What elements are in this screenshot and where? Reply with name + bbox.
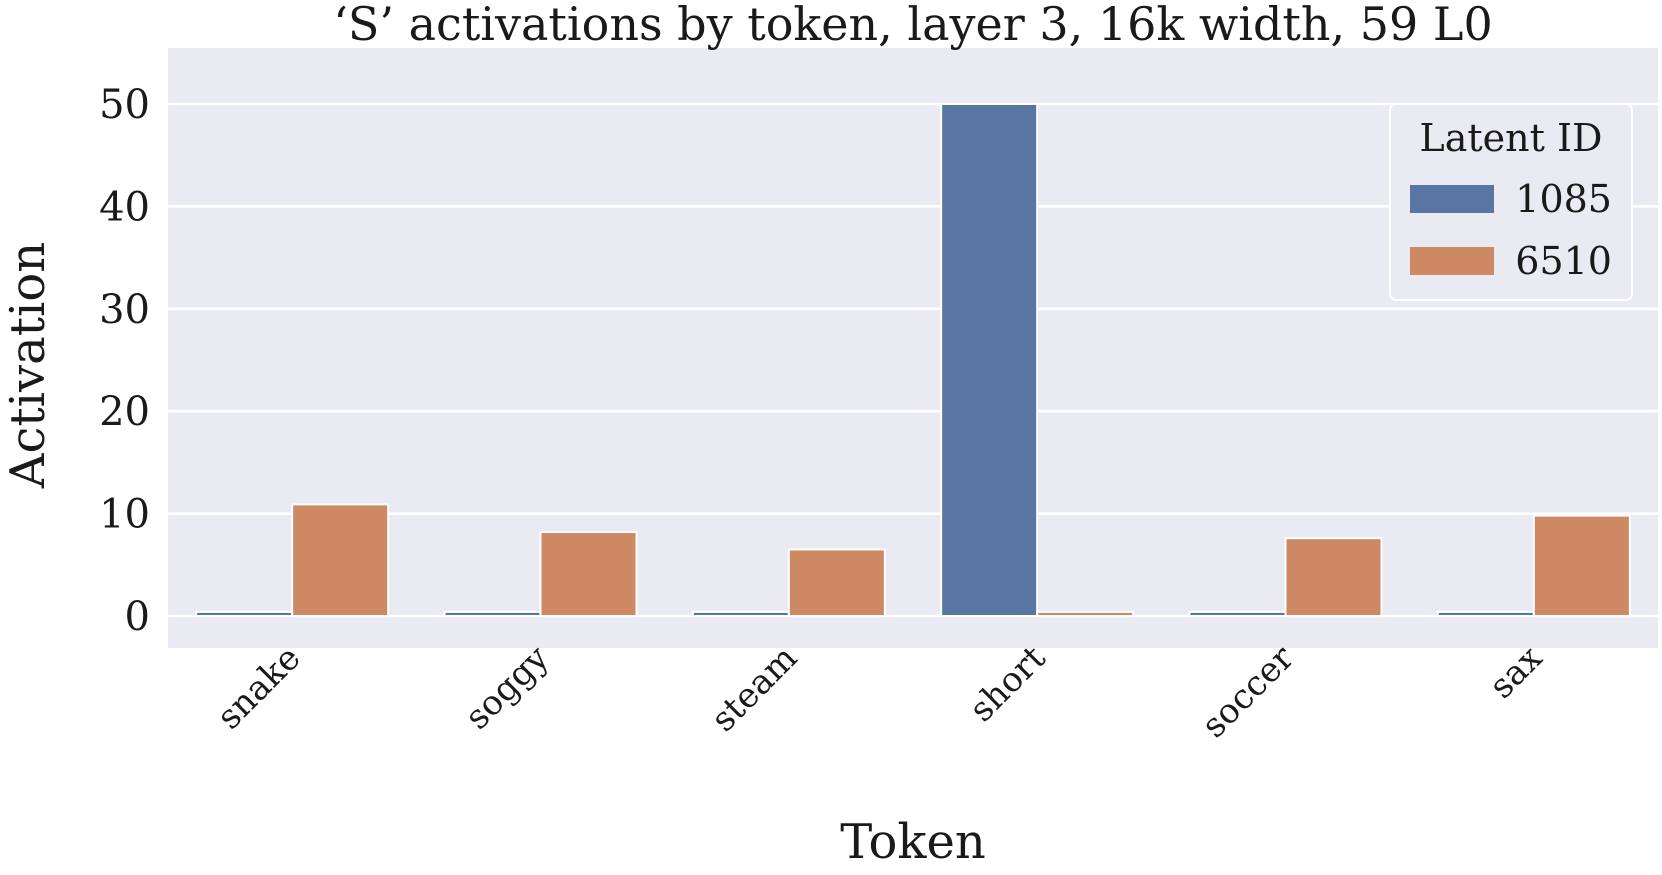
bar-short-6510 [1036, 610, 1135, 617]
bar-sax-6510 [1532, 514, 1631, 618]
bar-soggy-6510 [539, 531, 638, 617]
bar-steam-6510 [787, 548, 886, 617]
bars [195, 103, 1631, 618]
bar-snake-6510 [291, 503, 390, 617]
y-tick-labels: 0 10 20 30 40 50 [99, 82, 150, 640]
y-tick-label: 50 [99, 82, 150, 128]
x-tick-label-short: short [962, 638, 1054, 730]
bar-soccer-6510 [1284, 537, 1383, 618]
y-tick-label: 10 [99, 492, 150, 538]
x-tick-label-steam: steam [704, 638, 806, 740]
x-tick-labels: snake soggy steam short soccer sax [209, 638, 1550, 746]
legend: Latent ID 1085 6510 [1389, 103, 1633, 301]
bar-soccer-1085 [1188, 610, 1287, 617]
bar-short-1085 [940, 103, 1039, 617]
x-tick-label-soggy: soggy [457, 638, 557, 738]
legend-label-1085: 1085 [1515, 177, 1612, 221]
x-tick-label-snake: snake [209, 638, 308, 737]
bar-sax-1085 [1436, 610, 1535, 617]
legend-label-6510: 6510 [1515, 239, 1612, 283]
legend-title: Latent ID [1420, 116, 1603, 160]
legend-swatch-6510 [1410, 247, 1494, 275]
x-axis-label: Token [840, 814, 986, 870]
x-tick-label-soccer: soccer [1194, 638, 1302, 746]
y-tick-label: 40 [99, 184, 150, 230]
chart-title: ‘S’ activations by token, layer 3, 16k w… [333, 0, 1492, 51]
legend-swatch-1085 [1410, 185, 1494, 213]
y-axis-label: Activation [0, 242, 56, 489]
bar-steam-1085 [691, 610, 790, 617]
y-tick-label: 30 [99, 287, 150, 333]
bar-snake-1085 [195, 610, 294, 617]
y-tick-label: 20 [99, 389, 150, 435]
y-tick-label: 0 [125, 594, 150, 640]
bar-soggy-1085 [443, 610, 542, 617]
x-tick-label-sax: sax [1482, 638, 1551, 707]
